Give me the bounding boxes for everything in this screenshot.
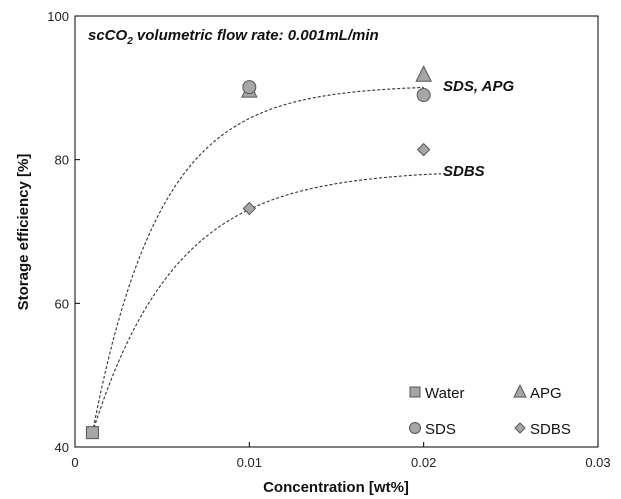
sds-point [416,88,431,103]
sdbs-point [416,142,431,157]
legend-marker-apg [513,383,527,398]
fit-curves [91,86,442,433]
chart-title: scCO2 volumetric flow rate: 0.001mL/min [88,27,379,47]
fit-curve-sdbs [91,173,442,433]
legend-label-sds: SDS [425,421,456,438]
legend-label-apg: APG [530,385,562,402]
legend-marker-water [409,386,421,398]
y-tick-label: 80 [55,153,69,168]
x-tick-label: 0 [71,455,78,470]
fit-label-sds-apg: SDS, APG [443,78,514,95]
x-tick-label: 0.02 [411,455,436,470]
x-tick-label: 0.03 [585,455,610,470]
x-axis-ticks: 0 0.01 0.02 0.03 [71,442,611,470]
legend-marker-sds [409,422,421,434]
y-tick-label: 40 [55,440,69,455]
y-axis-ticks: 40 60 80 100 [47,9,80,455]
legend: Water APG SDS SDBS [409,383,571,438]
legend-label-water: Water [425,385,464,402]
sds-point [242,80,257,95]
legend-marker-sdbs [514,422,526,434]
apg-point [415,65,432,82]
plot-frame [74,15,599,448]
y-axis-label: Storage efficiency [%] [15,154,32,311]
y-tick-label: 60 [55,296,69,311]
sdbs-point [242,201,257,216]
y-tick-label: 100 [47,9,69,24]
x-axis-label: Concentration [wt%] [263,479,409,496]
x-tick-label: 0.01 [237,455,262,470]
legend-label-sdbs: SDBS [530,421,571,438]
data-points [85,65,432,440]
water-point [85,426,99,440]
fit-label-sdbs: SDBS [443,163,485,180]
fit-curve-sds-apg [91,86,424,433]
